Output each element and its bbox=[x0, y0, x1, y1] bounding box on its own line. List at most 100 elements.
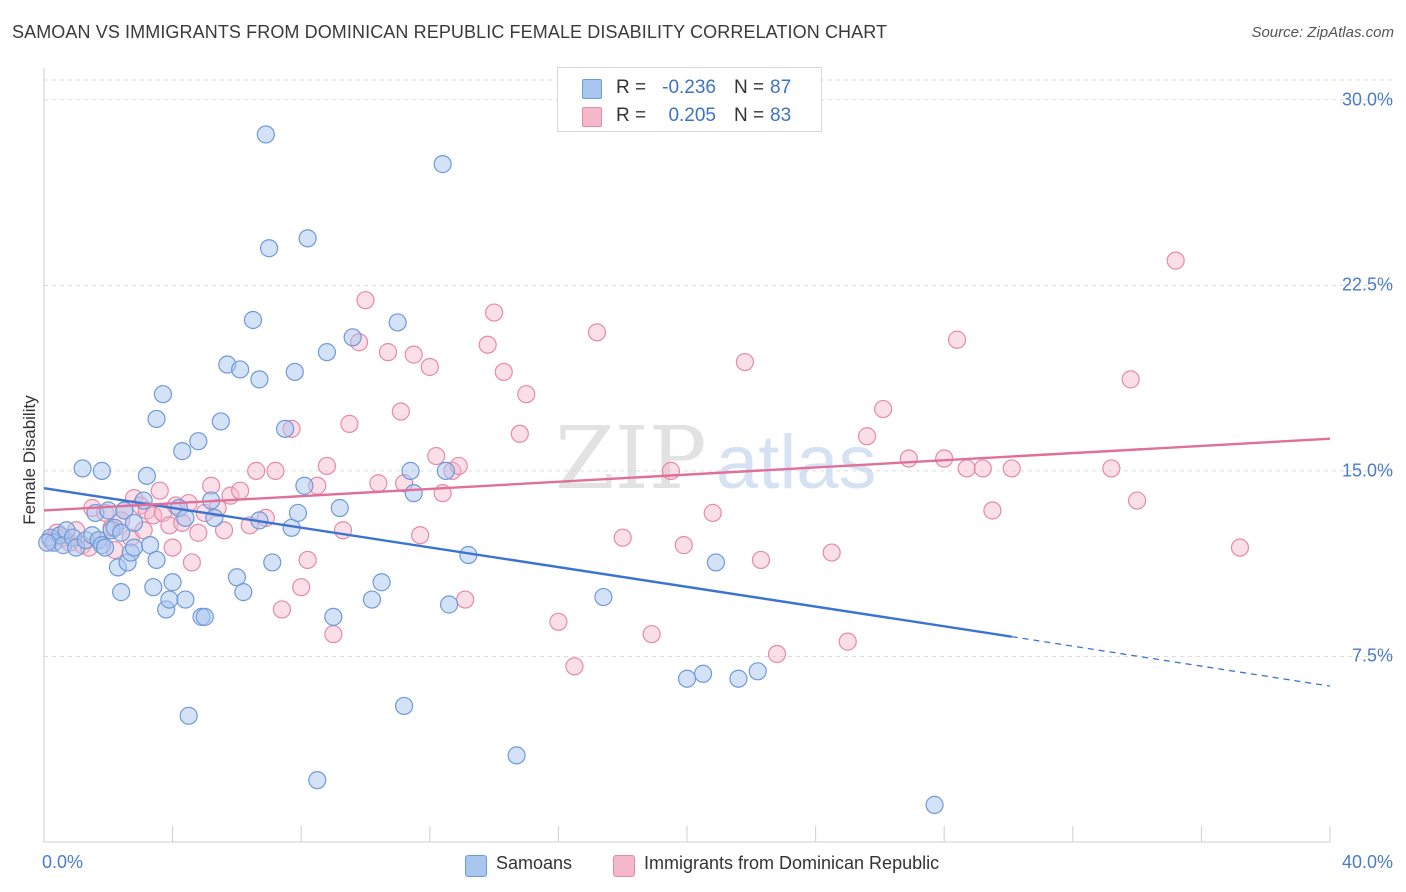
point-samoans bbox=[330, 498, 349, 518]
bottom-legend-swatch-samoans bbox=[465, 855, 487, 877]
point-samoans bbox=[163, 573, 182, 592]
point-dominican bbox=[957, 459, 976, 478]
point-samoans bbox=[144, 578, 163, 597]
legend-row-samoans: R = -0.236 N = 87 bbox=[558, 73, 821, 101]
point-samoans bbox=[231, 360, 250, 379]
watermark-zip: ZIP bbox=[555, 409, 707, 509]
point-samoans bbox=[112, 583, 131, 602]
point-dominican bbox=[182, 553, 201, 572]
point-samoans bbox=[263, 553, 282, 572]
point-dominican bbox=[298, 550, 317, 570]
point-samoans bbox=[706, 553, 726, 572]
point-samoans bbox=[439, 595, 459, 614]
point-dominican bbox=[947, 330, 967, 349]
point-samoans bbox=[362, 590, 382, 609]
point-samoans bbox=[317, 343, 337, 362]
legend-swatch-dominican bbox=[582, 107, 602, 127]
point-samoans bbox=[137, 466, 156, 485]
point-dominican bbox=[857, 427, 877, 446]
point-samoans bbox=[38, 533, 57, 552]
bottom-legend-samoans: Samoans bbox=[496, 853, 573, 873]
point-samoans bbox=[388, 313, 407, 332]
point-samoans bbox=[436, 461, 455, 480]
point-samoans bbox=[153, 385, 173, 404]
point-samoans bbox=[195, 607, 214, 626]
point-dominican bbox=[549, 612, 568, 631]
point-samoans bbox=[112, 523, 131, 542]
point-samoans bbox=[234, 583, 253, 602]
point-samoans bbox=[73, 459, 92, 478]
point-dominican bbox=[1121, 370, 1140, 389]
point-dominican bbox=[494, 362, 513, 382]
point-samoans bbox=[256, 125, 275, 144]
point-dominican bbox=[292, 578, 311, 597]
point-samoans bbox=[147, 550, 166, 570]
point-dominican bbox=[935, 449, 954, 468]
point-samoans bbox=[507, 746, 526, 765]
point-dominican bbox=[587, 323, 607, 342]
point-dominican bbox=[1230, 538, 1250, 557]
point-samoans bbox=[211, 412, 230, 431]
axes bbox=[43, 68, 1331, 843]
point-dominican bbox=[150, 481, 169, 500]
point-samoans bbox=[343, 328, 362, 347]
point-samoans bbox=[404, 484, 423, 503]
x-tick-label-max: 40.0% bbox=[1341, 852, 1393, 872]
point-samoans bbox=[250, 370, 269, 389]
legend-row-dominican: R = 0.205 N = 83 bbox=[558, 101, 821, 129]
point-dominican bbox=[973, 459, 992, 478]
point-dominican bbox=[247, 461, 266, 480]
point-dominican bbox=[1166, 251, 1185, 270]
bottom-legend-swatch-dominican bbox=[613, 855, 635, 877]
watermark-atlas: atlas bbox=[716, 420, 877, 505]
legend-r-value: 0.205 bbox=[668, 105, 716, 126]
point-samoans bbox=[433, 155, 452, 174]
point-samoans bbox=[243, 310, 263, 330]
point-samoans bbox=[205, 508, 224, 528]
correlation-legend: R = -0.236 N = 87 R = 0.205 N = 83 bbox=[557, 67, 822, 132]
point-dominican bbox=[703, 503, 722, 523]
point-samoans bbox=[925, 795, 944, 814]
point-dominican bbox=[378, 343, 398, 362]
legend-n-value: 83 bbox=[770, 105, 792, 126]
point-dominican bbox=[642, 625, 661, 644]
trend-line-samoans-extrapolated bbox=[1011, 636, 1331, 687]
source-label: Source: ZipAtlas.com bbox=[1251, 24, 1394, 41]
point-samoans bbox=[147, 409, 166, 429]
bottom-legend-dominican: Immigrants from Dominican Republic bbox=[644, 853, 940, 873]
point-dominican bbox=[478, 335, 497, 354]
point-samoans bbox=[276, 419, 295, 438]
point-samoans bbox=[693, 664, 713, 683]
point-dominican bbox=[411, 526, 430, 545]
point-samoans bbox=[160, 590, 179, 609]
trend-line-dominican bbox=[43, 437, 1331, 512]
point-dominican bbox=[340, 414, 359, 433]
watermark: ZIP atlas bbox=[555, 409, 877, 509]
point-dominican bbox=[317, 456, 337, 476]
legend-n-value: 87 bbox=[770, 77, 792, 98]
point-samoans bbox=[308, 771, 327, 790]
x-tick-label-min: 0.0% bbox=[42, 852, 84, 872]
legend-swatch-samoans bbox=[582, 79, 602, 99]
point-samoans bbox=[324, 607, 343, 626]
point-dominican bbox=[456, 590, 475, 609]
point-dominican bbox=[822, 543, 841, 562]
point-dominican bbox=[404, 345, 423, 364]
point-samoans bbox=[372, 573, 391, 592]
point-samoans bbox=[124, 513, 144, 532]
point-dominican bbox=[266, 461, 285, 480]
chart-title: SAMOAN VS IMMIGRANTS FROM DOMINICAN REPU… bbox=[12, 22, 888, 42]
point-dominican bbox=[333, 521, 353, 540]
point-samoans bbox=[394, 696, 414, 716]
point-dominican bbox=[565, 657, 584, 676]
point-dominican bbox=[324, 625, 343, 644]
y-tick-label: 22.5% bbox=[1341, 274, 1393, 295]
point-dominican bbox=[510, 424, 529, 443]
point-samoans bbox=[298, 229, 317, 248]
point-dominican bbox=[272, 600, 292, 619]
point-dominican bbox=[1002, 459, 1021, 478]
point-dominican bbox=[391, 402, 410, 421]
point-dominican bbox=[163, 538, 182, 557]
point-dominican bbox=[613, 528, 632, 547]
point-samoans bbox=[134, 491, 153, 510]
